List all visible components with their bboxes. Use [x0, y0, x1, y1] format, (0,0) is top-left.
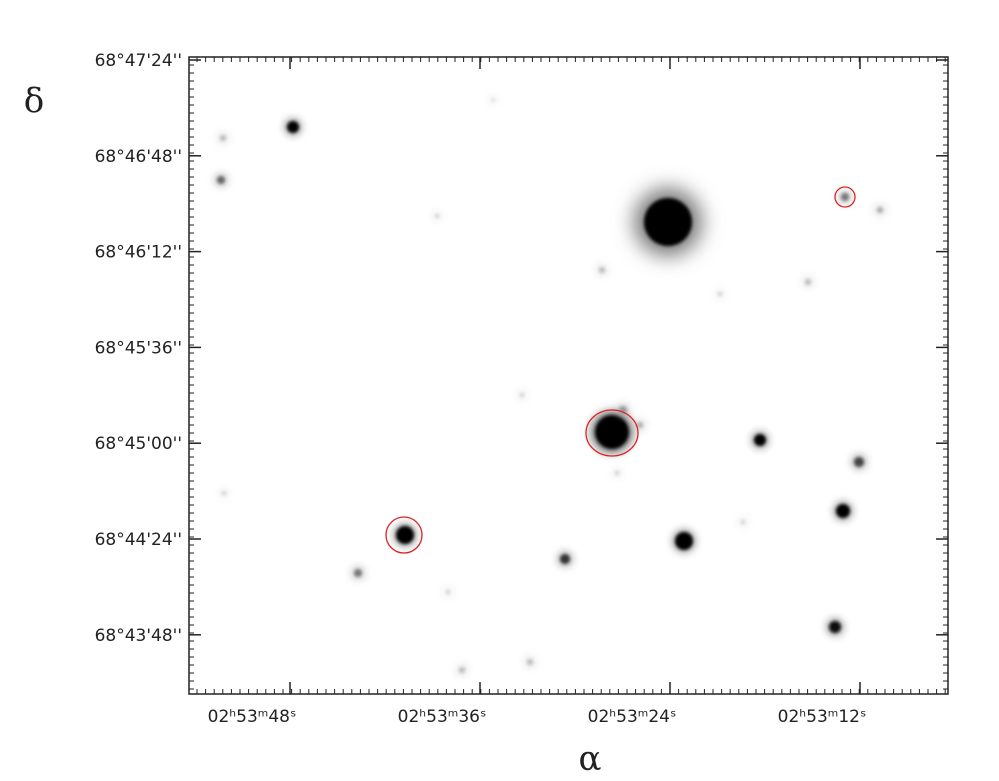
y-tick-label: 68°45'00'' [95, 434, 182, 454]
star [841, 193, 849, 201]
x-tick-label: 02ʰ53ᵐ12ˢ [778, 707, 867, 727]
y-tick-label: 68°46'48'' [95, 147, 182, 167]
x-tick-label: 02ʰ53ᵐ48ˢ [208, 707, 297, 727]
star [741, 520, 745, 524]
star [396, 526, 414, 544]
markers [385, 186, 856, 554]
y-tick-label: 68°46'12'' [95, 243, 182, 263]
x-tick-label: 02ʰ53ᵐ24ˢ [588, 707, 677, 727]
star [220, 135, 226, 141]
star [354, 569, 362, 577]
star [644, 198, 692, 246]
y-tick-label: 68°43'48'' [95, 626, 182, 646]
star [836, 504, 850, 518]
star [527, 659, 533, 665]
star [217, 176, 225, 184]
star [854, 457, 864, 467]
star [459, 667, 465, 673]
star [595, 415, 629, 449]
marker-circle [585, 409, 639, 457]
star-field [214, 95, 886, 676]
star [754, 434, 766, 446]
y-tick-label: 68°44'24'' [95, 530, 182, 550]
star [637, 422, 643, 428]
star [560, 554, 570, 564]
y-axis-label: δ [24, 81, 44, 121]
y-tick-label: 68°47'24'' [95, 51, 182, 71]
star [718, 292, 722, 296]
star [520, 393, 524, 397]
y-tick-label: 68°45'36'' [95, 338, 182, 358]
star [675, 532, 693, 550]
star [599, 267, 605, 273]
star [491, 98, 495, 102]
tick-marks [189, 57, 948, 694]
x-tick-label: 02ʰ53ᵐ36ˢ [398, 707, 487, 727]
marker-circle [834, 186, 856, 208]
star [435, 214, 439, 218]
star [446, 590, 450, 594]
star [287, 121, 299, 133]
star [805, 279, 811, 285]
star [829, 621, 841, 633]
star [877, 207, 883, 213]
marker-circle [385, 516, 423, 554]
plot-frame [188, 56, 949, 695]
tick-labels: 68°47'24'' 68°46'48'' 68°46'12'' 68°45'36''… [95, 51, 867, 727]
x-axis-label: α [579, 739, 602, 779]
star [222, 491, 226, 495]
star [615, 471, 619, 475]
